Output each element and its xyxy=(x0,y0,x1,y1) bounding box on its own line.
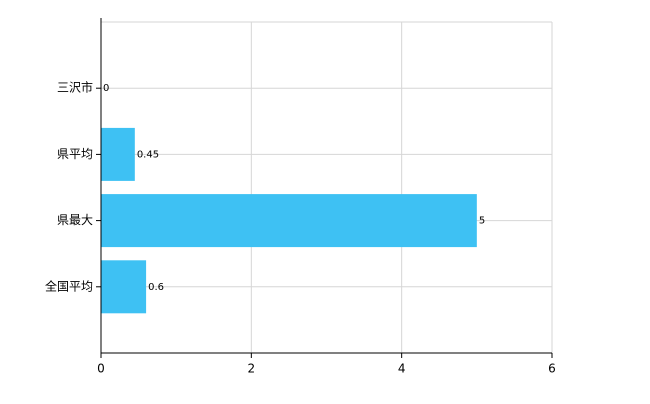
y-tick-label: 三沢市 xyxy=(57,80,93,95)
bar xyxy=(101,194,477,248)
x-tick-label: 0 xyxy=(97,362,105,376)
y-tick-label: 県最大 xyxy=(57,213,93,227)
x-tick-label: 4 xyxy=(398,362,406,376)
value-label: 0.45 xyxy=(137,149,159,160)
y-tick-label: 県平均 xyxy=(57,147,93,161)
value-label: 0 xyxy=(103,83,109,94)
y-tick-label: 全国平均 xyxy=(45,278,93,293)
bar xyxy=(101,127,135,181)
value-label: 5 xyxy=(479,216,485,227)
value-label: 0.6 xyxy=(148,282,164,293)
bar xyxy=(101,260,147,314)
x-tick-label: 2 xyxy=(248,362,256,376)
x-tick-label: 6 xyxy=(548,362,556,376)
